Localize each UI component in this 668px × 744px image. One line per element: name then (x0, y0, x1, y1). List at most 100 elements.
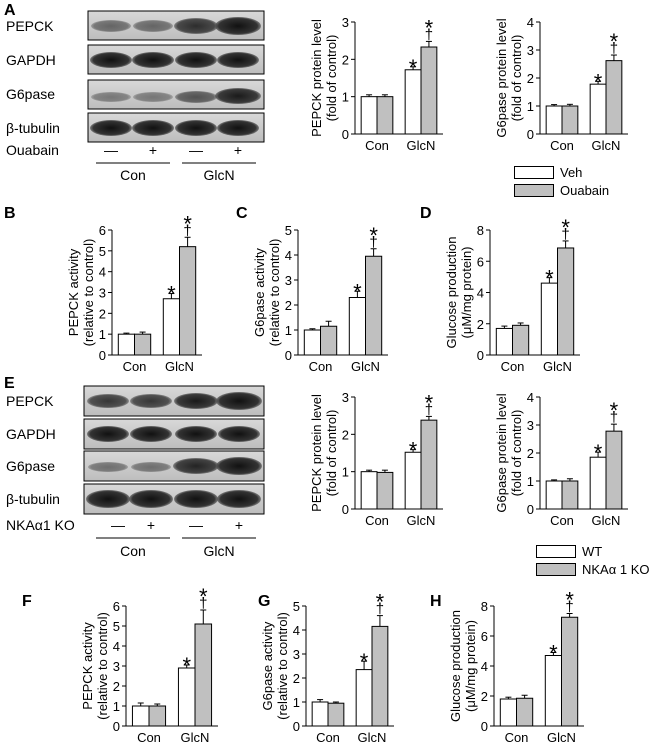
significance-mark: * (565, 588, 574, 613)
panel-letter-b: B (4, 205, 16, 222)
y-tick-label: 1 (527, 474, 534, 489)
chart-c-g6pase-activity: 0 1 2 3 4 5 G6pase activity (relative to contro… (252, 223, 388, 374)
bar (545, 480, 563, 510)
blot-e-label-pepck: PEPCK (6, 393, 54, 409)
bar (348, 297, 367, 356)
bar (544, 655, 563, 727)
legend-item: WT (536, 542, 649, 560)
y-axis-label: Glucose production (448, 610, 463, 722)
bar (516, 697, 534, 727)
bar (360, 96, 378, 135)
bar (148, 705, 167, 727)
bar (355, 669, 373, 727)
x-tick-label: GlcN (407, 513, 436, 528)
significance-mark: † (369, 234, 377, 251)
x-tick-label: GlcN (181, 730, 210, 744)
bar (311, 701, 329, 727)
y-axis-label: PEPCK protein level (309, 19, 324, 137)
blot-e-lane-mark: + (235, 517, 243, 533)
blot-a-label-g6pase: G6pase (6, 86, 55, 102)
y-tick-label: 5 (285, 223, 292, 238)
y-axis-label: (fold of control) (324, 410, 339, 497)
y-axis-label: PEPCK protein level (309, 394, 324, 512)
y-tick-label: 2 (342, 427, 349, 442)
bar (371, 625, 389, 727)
legend-item: Veh (514, 163, 609, 181)
blot-a-treatment-label: Ouabain (6, 142, 59, 158)
y-tick-label: 4 (293, 623, 300, 638)
chart-e-g6pase-protein: 0 1 2 3 4 G6pase protein level (fold of contro… (494, 390, 628, 528)
panel-letter-c: C (236, 205, 248, 222)
y-tick-label: 4 (527, 390, 534, 405)
y-tick-label: 2 (285, 298, 292, 313)
y-tick-label: 2 (477, 317, 484, 332)
y-tick-label: 0 (527, 502, 534, 517)
x-tick-label: GlcN (592, 513, 621, 528)
panel-letter-g: G (258, 593, 271, 610)
bar (561, 480, 579, 510)
legend-item: NKAα 1 KO (536, 560, 649, 578)
blot-a-lane-mark: — (189, 142, 203, 158)
chart-a-pepck-protein: 0 1 2 3 PEPCK protein level (fold of control)… (309, 15, 443, 153)
y-axis-label: PEPCK activity (66, 248, 81, 336)
significance-mark: * (182, 653, 191, 678)
bar (194, 623, 213, 727)
x-tick-label: Con (309, 359, 333, 374)
significance-mark: * (183, 211, 192, 236)
significance-mark: * (409, 438, 418, 463)
y-axis-label: G6pase protein level (494, 393, 509, 512)
significance-mark: † (610, 40, 618, 57)
blot-a-label-pepck: PEPCK (6, 18, 54, 34)
significance-mark: † (610, 409, 618, 426)
blot-a-lane-mark: + (234, 142, 242, 158)
x-tick-label: GlcN (351, 359, 380, 374)
chart-b-pepck-activity: 0 1 2 3 4 5 6 PEPCK activity (relative to contro… (66, 211, 202, 374)
significance-mark: * (610, 398, 619, 423)
legend-swatch (514, 165, 554, 179)
y-axis-label: G6pase activity (252, 248, 267, 337)
x-tick-label: GlcN (592, 138, 621, 153)
blot-a-label-tubulin: β-tubulin (6, 120, 60, 136)
legend-swatch (536, 544, 576, 558)
legend-swatch (514, 183, 554, 197)
y-tick-label: 2 (527, 446, 534, 461)
y-tick-label: 2 (481, 689, 488, 704)
y-tick-label: 0 (285, 348, 292, 363)
bar (495, 327, 514, 356)
y-tick-label: 4 (481, 659, 488, 674)
y-tick-label: 6 (99, 223, 106, 238)
y-axis-label: (fold of control) (509, 35, 524, 122)
y-tick-label: 4 (113, 639, 120, 654)
significance-mark: * (561, 215, 570, 240)
legend-item: Ouabain (514, 181, 609, 199)
y-tick-label: 6 (113, 599, 120, 614)
blot-a-group-label: GlcN (203, 167, 234, 183)
blot-a-strip-g6pase (87, 79, 265, 110)
blot-e-label-tubulin: β-tubulin (6, 491, 60, 507)
y-tick-label: 4 (285, 248, 292, 263)
bar (303, 329, 322, 356)
legend-label: Ouabain (560, 182, 610, 198)
blot-e-lane-mark: + (147, 517, 155, 533)
y-tick-label: 2 (113, 679, 120, 694)
y-tick-label: 3 (285, 273, 292, 288)
legend-label: WT (582, 543, 603, 559)
x-tick-label: GlcN (547, 730, 576, 744)
legend-top: Veh Ouabain (514, 163, 609, 199)
y-tick-label: 1 (342, 90, 349, 105)
blot-a-label-gapdh: GAPDH (6, 52, 56, 68)
bar (545, 105, 563, 135)
significance-mark: * (167, 282, 176, 307)
y-tick-label: 1 (285, 323, 292, 338)
y-tick-label: 3 (527, 43, 534, 58)
y-tick-label: 0 (99, 348, 106, 363)
x-tick-label: GlcN (407, 138, 436, 153)
y-tick-label: 0 (477, 348, 484, 363)
panel-letter-a: A (4, 2, 16, 19)
y-tick-label: 3 (113, 659, 120, 674)
y-tick-label: 0 (293, 719, 300, 734)
significance-mark: † (376, 601, 384, 618)
blot-a-lane-mark: + (149, 142, 157, 158)
chart-d-glucose-production: 0 2 4 6 8 Glucose production (μM/mg protein) Co… (444, 215, 580, 374)
blot-e-lane-mark: — (189, 517, 203, 533)
